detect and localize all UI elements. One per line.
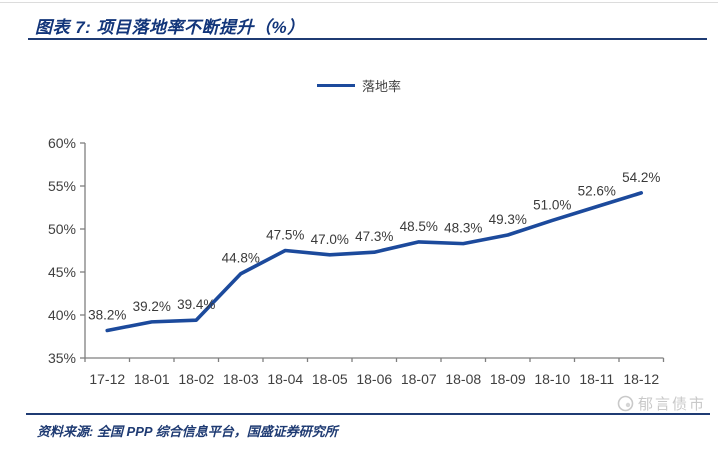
legend-line-swatch bbox=[316, 83, 355, 87]
chart-title: 图表 7: 项目落地率不断提升（%） bbox=[35, 18, 305, 37]
data-label: 54.2% bbox=[622, 170, 660, 185]
data-label: 51.0% bbox=[533, 197, 571, 212]
y-tick-label: 40% bbox=[48, 307, 76, 323]
x-tick-label: 18-05 bbox=[312, 371, 348, 387]
x-tick-label: 18-09 bbox=[490, 371, 526, 387]
top-divider bbox=[0, 2, 718, 3]
x-tick-label: 18-07 bbox=[401, 371, 437, 387]
y-tick-label: 60% bbox=[48, 135, 76, 151]
x-tick-label: 18-11 bbox=[579, 371, 614, 387]
data-label: 47.5% bbox=[266, 228, 304, 243]
data-label: 44.8% bbox=[222, 251, 260, 266]
footer-divider bbox=[26, 413, 710, 415]
x-tick-label: 18-01 bbox=[134, 371, 170, 387]
y-tick-label: 50% bbox=[48, 221, 76, 237]
x-tick-label: 18-03 bbox=[223, 371, 259, 387]
data-label: 49.3% bbox=[489, 212, 527, 227]
legend-series-label: 落地率 bbox=[361, 78, 401, 94]
source-note: 资料来源: 全国 PPP 综合信息平台，国盛证券研究所 bbox=[37, 424, 338, 439]
data-label: 47.0% bbox=[311, 232, 349, 247]
y-tick-label: 55% bbox=[48, 178, 76, 194]
series-line bbox=[105, 191, 644, 333]
chart-legend: 落地率 bbox=[0, 76, 718, 94]
x-tick-label: 18-10 bbox=[534, 371, 570, 387]
data-label: 48.5% bbox=[400, 219, 438, 234]
x-tick-label: 18-06 bbox=[356, 371, 392, 387]
x-tick-label: 18-04 bbox=[267, 371, 303, 387]
y-tick-label: 35% bbox=[48, 350, 76, 366]
x-tick-label: 17-12 bbox=[89, 371, 125, 387]
watermark-text: 郁言债市 bbox=[637, 396, 706, 413]
x-tick-label: 18-02 bbox=[178, 371, 214, 387]
title-underline bbox=[28, 38, 707, 40]
data-label: 39.2% bbox=[133, 299, 171, 314]
y-tick-label: 45% bbox=[48, 264, 76, 280]
data-label: 47.3% bbox=[355, 229, 393, 244]
data-label: 52.6% bbox=[578, 184, 616, 199]
x-tick-label: 18-08 bbox=[445, 371, 481, 387]
x-tick-label: 18-12 bbox=[623, 371, 659, 387]
data-label: 39.4% bbox=[177, 297, 215, 312]
data-label: 48.3% bbox=[444, 221, 482, 236]
watermark-logo-icon bbox=[617, 395, 634, 412]
watermark: 郁言债市 bbox=[617, 393, 706, 414]
data-label: 38.2% bbox=[88, 307, 126, 322]
